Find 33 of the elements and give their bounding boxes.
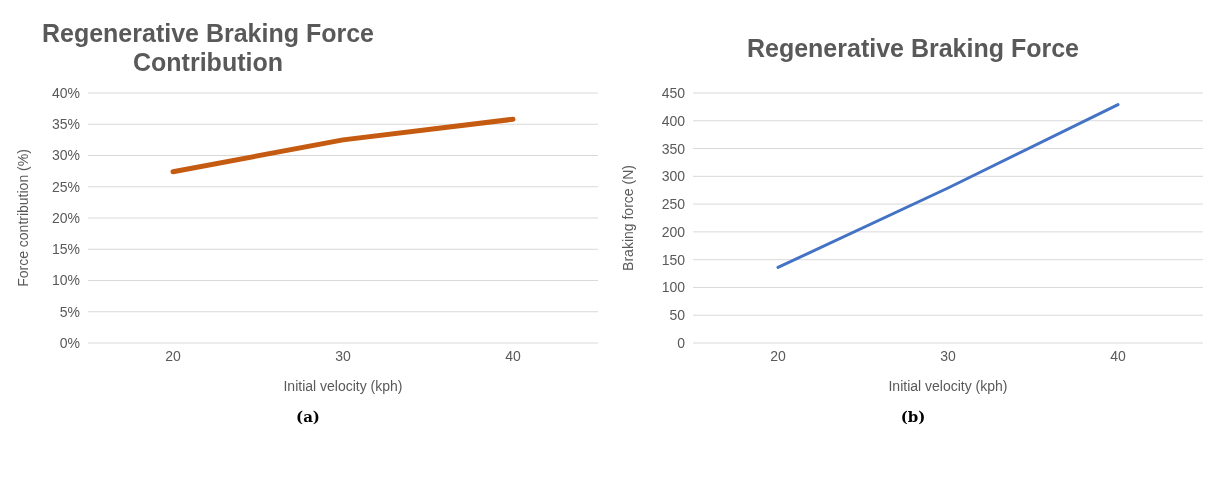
- y-tick-label: 200: [661, 223, 686, 240]
- y-tick-label: 0: [677, 334, 686, 351]
- y-tick-label: 150: [661, 251, 686, 268]
- y-tick-label: 250: [661, 196, 686, 213]
- chart-title: Regenerative Braking Force Contribution: [41, 19, 375, 76]
- chart-title: Regenerative Braking Force: [746, 33, 1080, 62]
- y-tick-label: 30%: [51, 147, 80, 164]
- x-tick-label: 30: [940, 347, 956, 364]
- text: (a): [295, 408, 321, 426]
- y-tick-label: 40%: [51, 84, 80, 101]
- x-tick-label: 20: [165, 347, 181, 364]
- y-tick-label: 0%: [59, 334, 80, 351]
- y-tick-label: 350: [661, 140, 686, 157]
- y-tick-label: 300: [661, 168, 686, 185]
- y-tick-label: 25%: [51, 178, 80, 195]
- y-tick-label: 450: [661, 84, 686, 101]
- x-axis-title: Initial velocity (kph): [283, 378, 403, 394]
- y-tick-label: 20%: [51, 209, 80, 226]
- y-tick-label: 100: [661, 279, 686, 296]
- y-axis-title: Force contribution (%): [14, 149, 31, 287]
- y-tick-label: 5%: [59, 303, 80, 320]
- x-axis-title: Initial velocity (kph): [888, 378, 1008, 394]
- y-tick-label: 15%: [51, 241, 80, 258]
- y-axis-title: Braking force (N): [619, 165, 636, 271]
- text: (b): [899, 408, 927, 426]
- y-tick-label: 400: [661, 112, 686, 129]
- y-tick-label: 50: [669, 307, 686, 324]
- y-tick-label: 35%: [51, 116, 80, 133]
- x-tick-label: 40: [505, 347, 521, 364]
- x-tick-label: 30: [335, 347, 351, 364]
- x-tick-label: 40: [1110, 347, 1126, 364]
- x-tick-label: 20: [770, 347, 786, 364]
- y-tick-label: 10%: [51, 272, 80, 289]
